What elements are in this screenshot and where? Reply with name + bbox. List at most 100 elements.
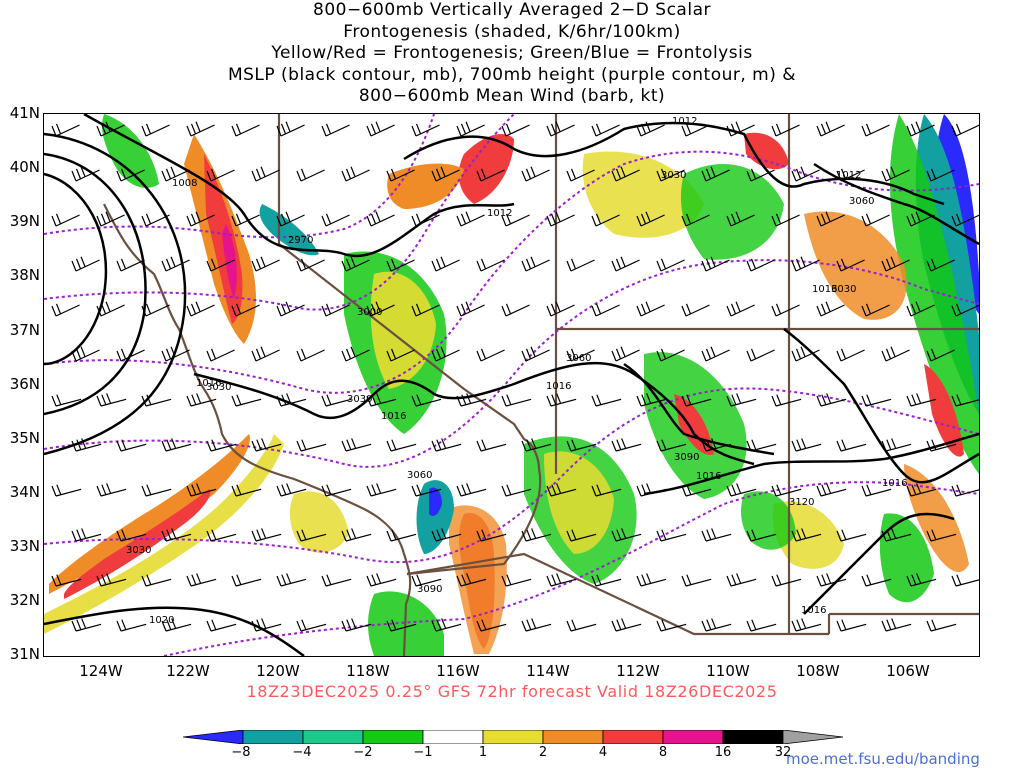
wind-barb: [456, 301, 485, 317]
wind-barb: [746, 529, 777, 542]
wind-barb: [386, 439, 417, 452]
wind-barb: [546, 393, 577, 407]
wind-barb: [566, 529, 597, 542]
height-label: 3030: [126, 545, 151, 556]
wind-barb: [276, 121, 305, 137]
wind-barb: [96, 573, 127, 587]
wind-barb: [186, 573, 217, 587]
wind-barb: [116, 439, 147, 452]
colorbar-label: −1: [413, 745, 433, 760]
wind-barb: [791, 166, 820, 182]
lon-label-122w: 122W: [166, 662, 210, 680]
wind-barb: [861, 394, 892, 407]
wind-barb: [566, 619, 597, 632]
wind-barb: [321, 123, 350, 137]
wind-barb: [186, 301, 215, 317]
wind-barb: [656, 619, 687, 632]
mslp-label: 1012: [672, 116, 697, 127]
lat-label-36n: 36N: [9, 375, 40, 393]
lat-label-34n: 34N: [9, 483, 40, 501]
wind-barb: [726, 211, 755, 227]
lon-label-120w: 120W: [256, 662, 300, 680]
wind-barb: [251, 346, 280, 362]
wind-barb: [231, 574, 262, 587]
wind-barb: [366, 393, 397, 407]
wind-barb: [951, 394, 979, 407]
wind-barb: [141, 574, 172, 587]
wind-barb: [141, 213, 170, 227]
wind-barb: [816, 573, 847, 587]
wind-barb: [501, 213, 530, 227]
frontolysis-blue-imperial: [429, 487, 442, 516]
wind-barb: [501, 484, 532, 497]
title-line-3: Yellow/Red = Frontogenesis; Green/Blue =…: [271, 43, 753, 63]
wind-barb: [71, 438, 102, 452]
lat-label-40n: 40N: [9, 158, 40, 176]
wind-barb: [816, 121, 845, 137]
mslp-1016-arizona: [623, 362, 775, 456]
wind-barb: [656, 439, 687, 452]
wind-barb: [591, 484, 622, 497]
wind-barb: [116, 168, 145, 182]
frontogenesis-yellow-southwest: [44, 434, 284, 634]
az-mx-border: [406, 552, 829, 636]
wind-barb: [906, 393, 937, 407]
height-label: 3090: [417, 584, 442, 595]
mslp-label: 1020: [149, 615, 174, 626]
wind-barb: [141, 303, 170, 317]
wind-barb: [321, 394, 352, 407]
wind-barb: [611, 438, 642, 452]
wind-barb: [836, 529, 867, 542]
mslp-label: 1012: [487, 208, 512, 219]
frontolysis-green-southeast: [741, 491, 796, 550]
wind-barb: [276, 573, 307, 587]
wind-barb: [746, 439, 777, 452]
height-3120: [163, 481, 979, 656]
wind-barb: [816, 393, 847, 407]
wind-barb: [161, 438, 192, 452]
wind-barb: [501, 123, 530, 137]
wind-barb: [231, 303, 260, 317]
wind-barb: [141, 394, 172, 407]
colorbar-cell: [662, 730, 724, 744]
wind-barb: [591, 303, 620, 317]
wind-barb: [656, 529, 687, 542]
mslp-1016-central: [193, 361, 755, 466]
wind-barb: [591, 123, 620, 137]
wind-barb: [476, 348, 505, 362]
wind-barb: [521, 618, 552, 632]
lat-label-31n: 31N: [9, 645, 40, 663]
frontogenesis-core-southwest: [64, 489, 211, 599]
wind-barb: [591, 394, 622, 407]
lat-label-39n: 39N: [9, 212, 40, 230]
wind-barb: [186, 211, 215, 227]
lat-label-35n: 35N: [9, 429, 40, 447]
wind-barb: [791, 438, 822, 452]
wind-barb: [411, 213, 440, 227]
height-contours: [44, 114, 979, 656]
height-label: 3060: [849, 196, 874, 207]
wind-barb: [276, 393, 307, 407]
colorbar-label: 4: [598, 745, 608, 760]
wind-barb: [611, 528, 642, 542]
wind-barb: [611, 256, 640, 272]
mslp-1008: [83, 114, 515, 258]
wind-barb: [206, 529, 237, 542]
colorbar-label: 8: [658, 745, 668, 760]
wind-barb: [906, 483, 937, 497]
wind-barb: [906, 211, 935, 227]
wind-barb: [636, 301, 665, 317]
frontolysis-green-northeast: [680, 164, 784, 260]
height-label: 3030: [831, 284, 856, 295]
lon-label-118w: 118W: [346, 662, 390, 680]
wind-barb: [296, 258, 325, 272]
title-line-1: 800−600mb Vertically Averaged 2−D Scalar: [313, 0, 711, 20]
frontogenesis-yellow-south-central: [289, 491, 349, 553]
wind-barb: [206, 439, 237, 452]
wind-barb: [296, 168, 325, 182]
height-label: 3060: [407, 470, 432, 481]
wind-barb: [411, 574, 442, 587]
wind-barb: [681, 484, 712, 497]
colorbar-cell: [722, 730, 784, 744]
wind-barb: [206, 348, 235, 362]
